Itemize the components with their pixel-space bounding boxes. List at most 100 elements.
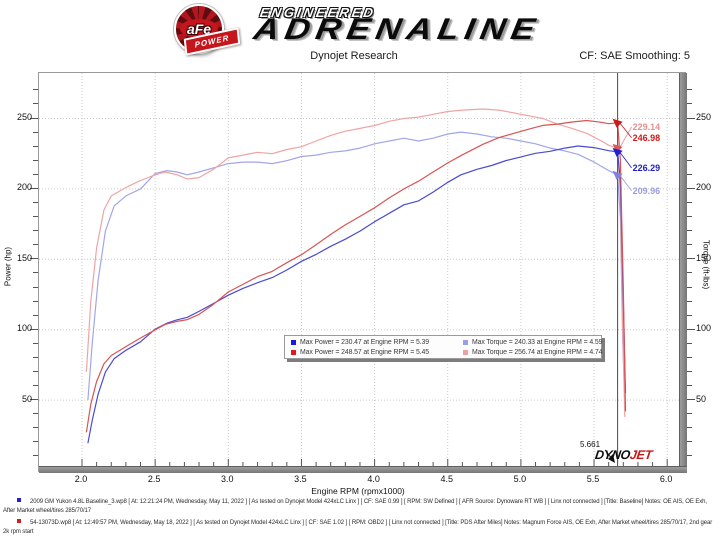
power-axis-label-50: 50 [21, 393, 32, 404]
run-note-baseline: 2009 GM Yukon 4.8L Baseline_3.wp8 [ At: … [3, 498, 718, 516]
power-axis-tick [33, 244, 38, 246]
baseline-torque-swatch-icon [463, 339, 468, 345]
torque-axis-tick [687, 300, 692, 302]
torque-axis-tick [687, 356, 692, 358]
torque-axis-tick [687, 328, 695, 330]
power-axis-tick [33, 413, 38, 415]
torque-axis-tick [687, 131, 692, 133]
power-axis-tick [33, 455, 38, 457]
torque-axis-tick [687, 427, 692, 429]
torque-axis-tick [687, 216, 692, 218]
baseline-run-bullet-icon [17, 498, 21, 502]
torque-axis-tick [687, 89, 692, 91]
torque-axis-tick [687, 117, 695, 119]
legend-pds-power: Max Power = 248.57 at Engine RPM = 5.45 [291, 349, 463, 356]
power-axis-tick [33, 272, 38, 274]
curve-pds-power-hp- [85, 119, 627, 433]
legend-baseline-power: Max Power = 230.47 at Engine RPM = 5.39 [291, 339, 463, 346]
torque-axis-label-250: 250 [696, 112, 712, 122]
run-note-pds: 54-13073D.wp8 [ At: 12:49:57 PM, Wednesd… [3, 518, 718, 537]
torque-axis: 50 100 150 200 250 [686, 72, 720, 472]
power-axis-tick [33, 159, 38, 161]
power-axis-tick [33, 131, 38, 133]
torque-axis-tick [687, 258, 695, 260]
torque-axis-tick [687, 286, 692, 288]
max-values-legend[interactable]: Max Power = 230.47 at Engine RPM = 5.39 … [284, 335, 602, 359]
correction-factor-label: CF: SAE Smoothing: 5 [579, 50, 690, 62]
torque-axis-tick [687, 272, 692, 274]
legend-baseline-torque-text: Max Torque = 240.33 at Engine RPM = 4.59 [472, 338, 603, 346]
pds-run-bullet-icon [17, 518, 21, 523]
torque-axis-title: Torque (ft-lbs) [701, 239, 711, 290]
legend-baseline-torque: Max Torque = 240.33 at Engine RPM = 4.59 [463, 339, 602, 346]
pds-torque-swatch-icon [463, 349, 468, 355]
power-axis-tick [33, 441, 38, 443]
legend-pds-torque-text: Max Torque = 256.74 at Engine RPM = 4.74 [472, 348, 603, 356]
torque-axis-label-150: 150 [696, 252, 712, 263]
curve-baseline-torque-ft-lbs- [87, 131, 626, 403]
torque-axis-tick [687, 202, 692, 203]
rpm-axis-label-4.0: 4.0 [367, 474, 380, 484]
torque-axis-tick [687, 103, 692, 105]
torque-axis-label-200: 200 [696, 182, 712, 193]
baseline-power-swatch-icon [291, 339, 296, 345]
rpm-axis-label-2.0: 2.0 [74, 474, 88, 484]
torque-axis-label-100: 100 [696, 323, 712, 334]
power-axis-tick [33, 342, 38, 344]
rpm-axis-label-6.0: 6.0 [659, 474, 673, 484]
torque-axis-tick [687, 342, 692, 344]
cursor-readout-2: 226.29 [632, 162, 661, 173]
power-axis-tick [33, 145, 38, 147]
legend-pds-power-text: Max Power = 248.57 at Engine RPM = 5.45 [300, 348, 430, 356]
torque-axis-tick [687, 230, 692, 232]
power-axis-tick [33, 300, 38, 302]
torque-axis-tick [687, 385, 692, 386]
power-axis-tick [33, 216, 38, 218]
bottom-axis-bar [39, 466, 687, 473]
rpm-axis-label-4.5: 4.5 [440, 474, 454, 484]
cursor-readout-0: 229.14 [632, 121, 661, 132]
cursor-readout-1: 246.98 [632, 132, 661, 143]
power-axis-tick [33, 314, 38, 316]
power-axis-label-150: 150 [16, 252, 32, 263]
torque-axis-tick [687, 455, 692, 457]
torque-axis-tick [687, 370, 692, 372]
power-axis-tick [30, 117, 38, 119]
power-axis-tick [33, 103, 38, 105]
rpm-axis-label-3.5: 3.5 [294, 474, 307, 484]
power-axis-tick [30, 187, 38, 189]
torque-axis-tick [687, 244, 692, 246]
rpm-axis-label-5.5: 5.5 [586, 474, 600, 484]
power-axis-tick [33, 173, 38, 175]
rpm-axis-label-5.0: 5.0 [513, 474, 527, 484]
power-axis-tick [33, 230, 38, 232]
dynojet-logo-red: JET [628, 448, 653, 462]
torque-axis-tick [687, 399, 695, 401]
chart-title: Dynojet Research [310, 50, 398, 62]
afe-adrenaline-logo: aFe POWER ENGINEERED ADRENALINE [158, 2, 588, 56]
power-axis-title: Power (hp) [3, 246, 13, 287]
power-axis-tick [33, 89, 38, 91]
legend-pds-torque: Max Torque = 256.74 at Engine RPM = 4.74 [463, 349, 602, 356]
adrenaline-wordmark: ADRENALINE [251, 13, 544, 46]
run-notes: 2009 GM Yukon 4.8L Baseline_3.wp8 [ At: … [3, 498, 718, 539]
rpm-axis-label-2.5: 2.5 [147, 474, 161, 484]
power-axis: 50 100 150 200 250 [0, 72, 38, 472]
torque-axis-tick [687, 159, 692, 161]
torque-axis-tick [687, 314, 692, 316]
torque-axis-tick [687, 173, 692, 175]
legend-baseline-power-text: Max Power = 230.47 at Engine RPM = 5.39 [300, 338, 430, 346]
rpm-axis-title: Engine RPM (rpmx1000) [311, 486, 405, 496]
right-axis-bar [679, 73, 687, 473]
torque-axis-tick [687, 413, 692, 415]
run-note-baseline-text: 2009 GM Yukon 4.8L Baseline_3.wp8 [ At: … [3, 499, 707, 514]
afe-logo-text: aFe [186, 20, 212, 37]
power-axis-tick [33, 427, 38, 429]
cursor-rpm-label: 5.661 [580, 440, 601, 449]
torque-axis-label-50: 50 [696, 393, 707, 404]
pds-power-swatch-icon [291, 349, 296, 355]
power-axis-tick [30, 328, 38, 330]
dyno-plot-area[interactable]: Max Power = 230.47 at Engine RPM = 5.39 … [38, 72, 687, 473]
afe-power-ribbon-text: POWER [194, 32, 230, 50]
